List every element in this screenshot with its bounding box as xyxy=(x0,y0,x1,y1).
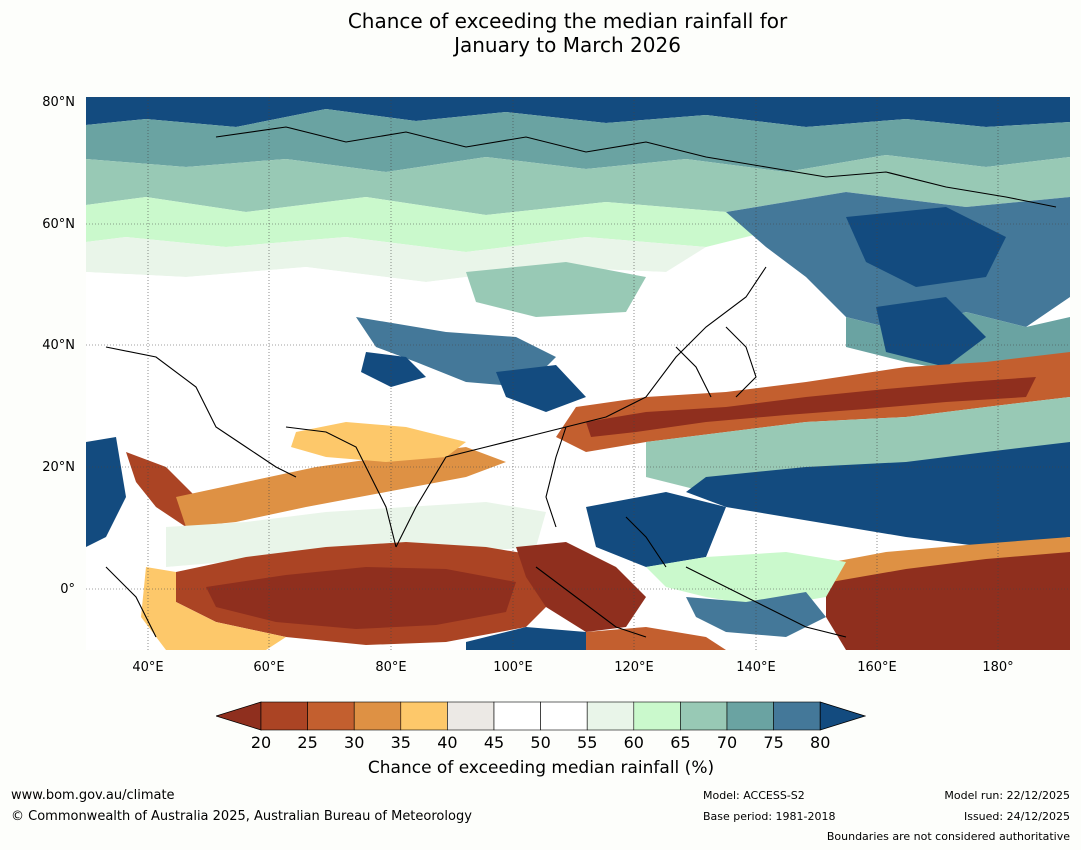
region-arabia-white xyxy=(86,347,286,442)
colorbar-bin-30-35 xyxy=(353,701,402,731)
lat-label-20n: 20°N xyxy=(42,460,75,475)
region-africa-blue xyxy=(86,437,126,547)
region-melanesia-blue xyxy=(686,592,826,637)
footer-base-period: Base period: 1981-2018 xyxy=(703,810,836,823)
colorbar-tick-30: 30 xyxy=(344,733,365,752)
colorbar-bin-65-70 xyxy=(680,701,728,731)
region-indian-ocean-core xyxy=(206,567,516,629)
colorbar-tick-25: 25 xyxy=(297,733,318,752)
colorbar-tick-65: 65 xyxy=(670,733,691,752)
lon-label-40e: 40°E xyxy=(132,660,164,675)
region-north-pacific-dark xyxy=(876,297,986,367)
colorbar-arrow-low xyxy=(216,701,262,731)
region-china-blue xyxy=(356,317,556,387)
footer-model: Model: ACCESS-S2 xyxy=(703,789,805,802)
lon-label-80e: 80°E xyxy=(375,660,407,675)
region-tropical-pacific-blue xyxy=(686,442,1070,547)
colorbar-tick-80: 80 xyxy=(810,733,831,752)
map-title: Chance of exceeding the median rainfall … xyxy=(0,9,1081,57)
region-mongolia-green xyxy=(466,262,646,317)
lon-label-60e: 60°E xyxy=(253,660,285,675)
lat-label-60n: 60°N xyxy=(42,217,75,232)
colorbar-bin-50-55 xyxy=(540,701,588,731)
region-sumatra-dry xyxy=(516,542,646,632)
region-arabian-sea-dry xyxy=(176,447,506,527)
title-line-1: Chance of exceeding the median rainfall … xyxy=(347,9,788,33)
footer-boundaries-note: Boundaries are not considered authoritat… xyxy=(826,830,1070,843)
colorbar-bin-35-40 xyxy=(400,701,448,731)
colorbar-tick-45: 45 xyxy=(483,733,505,752)
colorbar-tick-20: 20 xyxy=(250,733,272,752)
colorbar-bin-40-45 xyxy=(447,701,495,731)
colorbar-tick-55: 55 xyxy=(577,733,598,752)
colorbar xyxy=(216,701,866,731)
colorbar-bin-55-60 xyxy=(586,701,635,731)
region-india-orange xyxy=(291,422,466,462)
region-south-indian-blue xyxy=(466,627,586,650)
rainfall-map-svg xyxy=(86,97,1070,650)
lon-label-100e: 100°E xyxy=(493,660,533,675)
region-philippine-sea-blue xyxy=(586,492,726,567)
colorbar-tick-35: 35 xyxy=(390,733,411,752)
footer-copyright: © Commonwealth of Australia 2025, Austra… xyxy=(11,809,472,824)
lon-label-140e: 140°E xyxy=(736,660,776,675)
colorbar-bin-20-25 xyxy=(260,701,308,731)
colorbar-tick-70: 70 xyxy=(716,733,738,752)
footer-model-run: Model run: 22/12/2025 xyxy=(944,789,1070,802)
lat-label-0: 0° xyxy=(60,582,75,597)
title-line-2: January to March 2026 xyxy=(454,33,681,57)
lon-label-160e: 160°E xyxy=(857,660,897,675)
colorbar-bin-75-80 xyxy=(773,701,821,731)
region-siberia-lightgreen xyxy=(86,197,786,252)
region-north-green xyxy=(86,155,1070,215)
lat-label-80n: 80°N xyxy=(42,95,75,110)
colorbar-tick-60: 60 xyxy=(623,733,644,752)
footer-url[interactable]: www.bom.gov.au/climate xyxy=(11,788,175,803)
colorbar-bin-60-65 xyxy=(633,701,681,731)
colorbar-bin-25-30 xyxy=(307,701,355,731)
region-kamchatka-dark xyxy=(846,207,1006,287)
footer-issued: Issued: 24/12/2025 xyxy=(963,810,1070,823)
colorbar-tick-75: 75 xyxy=(763,733,784,752)
region-siberia-green xyxy=(86,237,706,282)
region-equatorial-pacific-edge xyxy=(806,537,1070,582)
graticule xyxy=(86,97,1070,650)
colorbar-bin-45-50 xyxy=(493,701,541,731)
colorbar-tick-40: 40 xyxy=(437,733,458,752)
region-arctic-blue xyxy=(86,97,1070,127)
coastlines xyxy=(105,126,1057,638)
colorbar-bin-70-75 xyxy=(726,701,774,731)
region-indian-ocean-edge xyxy=(141,567,286,650)
colorbar-arrow-high xyxy=(819,701,866,731)
region-north-teal xyxy=(86,109,1070,172)
region-equatorial-pacific-dry xyxy=(826,547,1070,650)
region-tibet-dark xyxy=(361,352,426,387)
lat-label-40n: 40°N xyxy=(42,338,75,353)
colorbar-tick-50: 50 xyxy=(530,733,551,752)
lon-label-180: 180° xyxy=(982,660,1014,675)
region-png-green xyxy=(646,552,846,607)
colorbar-label: Chance of exceeding median rainfall (%) xyxy=(367,758,715,778)
rainfall-map xyxy=(86,97,1070,650)
region-java-sea-dry xyxy=(586,627,726,650)
region-japan-dry-core xyxy=(586,377,1036,437)
region-china-south-blue xyxy=(496,365,586,412)
lon-label-120e: 120°E xyxy=(614,660,654,675)
